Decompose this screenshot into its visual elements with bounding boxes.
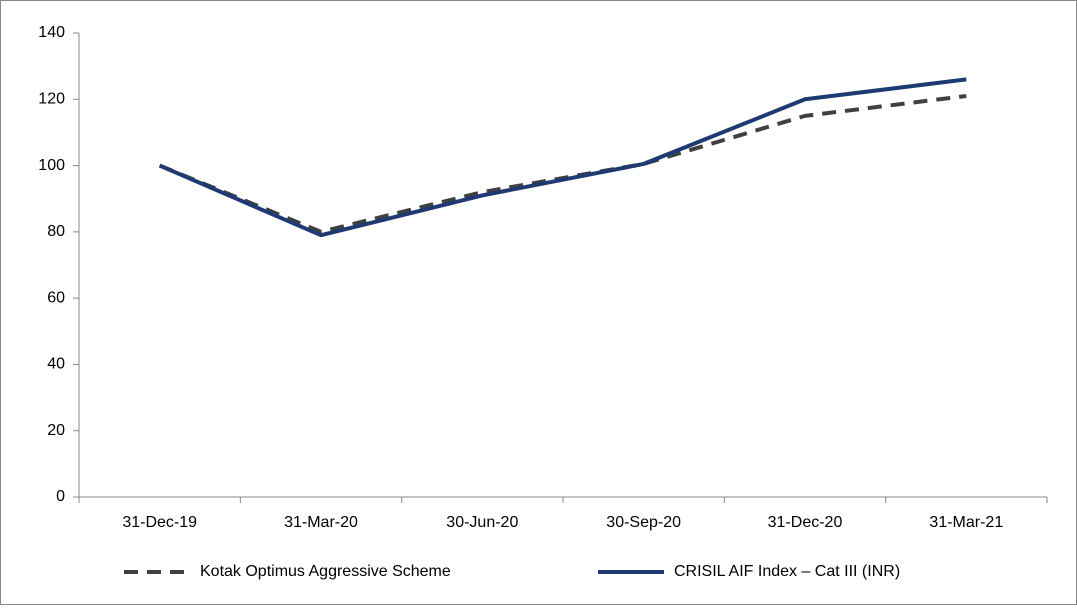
legend-label: Kotak Optimus Aggressive Scheme bbox=[200, 563, 451, 580]
x-tick-label: 31-Dec-20 bbox=[768, 514, 843, 531]
y-tick-label: 20 bbox=[47, 422, 65, 439]
y-tick-label: 120 bbox=[38, 91, 65, 108]
x-tick-label: 30-Jun-20 bbox=[446, 514, 518, 531]
x-tick-label: 31-Mar-21 bbox=[929, 514, 1003, 531]
y-tick-label: 0 bbox=[56, 488, 65, 505]
x-tick-label: 31-Mar-20 bbox=[284, 514, 358, 531]
legend-label: CRISIL AIF Index – Cat III (INR) bbox=[674, 563, 900, 580]
y-tick-label: 40 bbox=[47, 356, 65, 373]
series-line bbox=[158, 77, 967, 238]
y-tick-label: 80 bbox=[47, 223, 65, 240]
x-tick-label: 30-Sep-20 bbox=[606, 514, 681, 531]
y-tick-label: 140 bbox=[38, 24, 65, 41]
y-tick-label: 60 bbox=[47, 289, 65, 306]
y-tick-label: 100 bbox=[38, 157, 65, 174]
x-tick-label: 31-Dec-19 bbox=[122, 514, 197, 531]
